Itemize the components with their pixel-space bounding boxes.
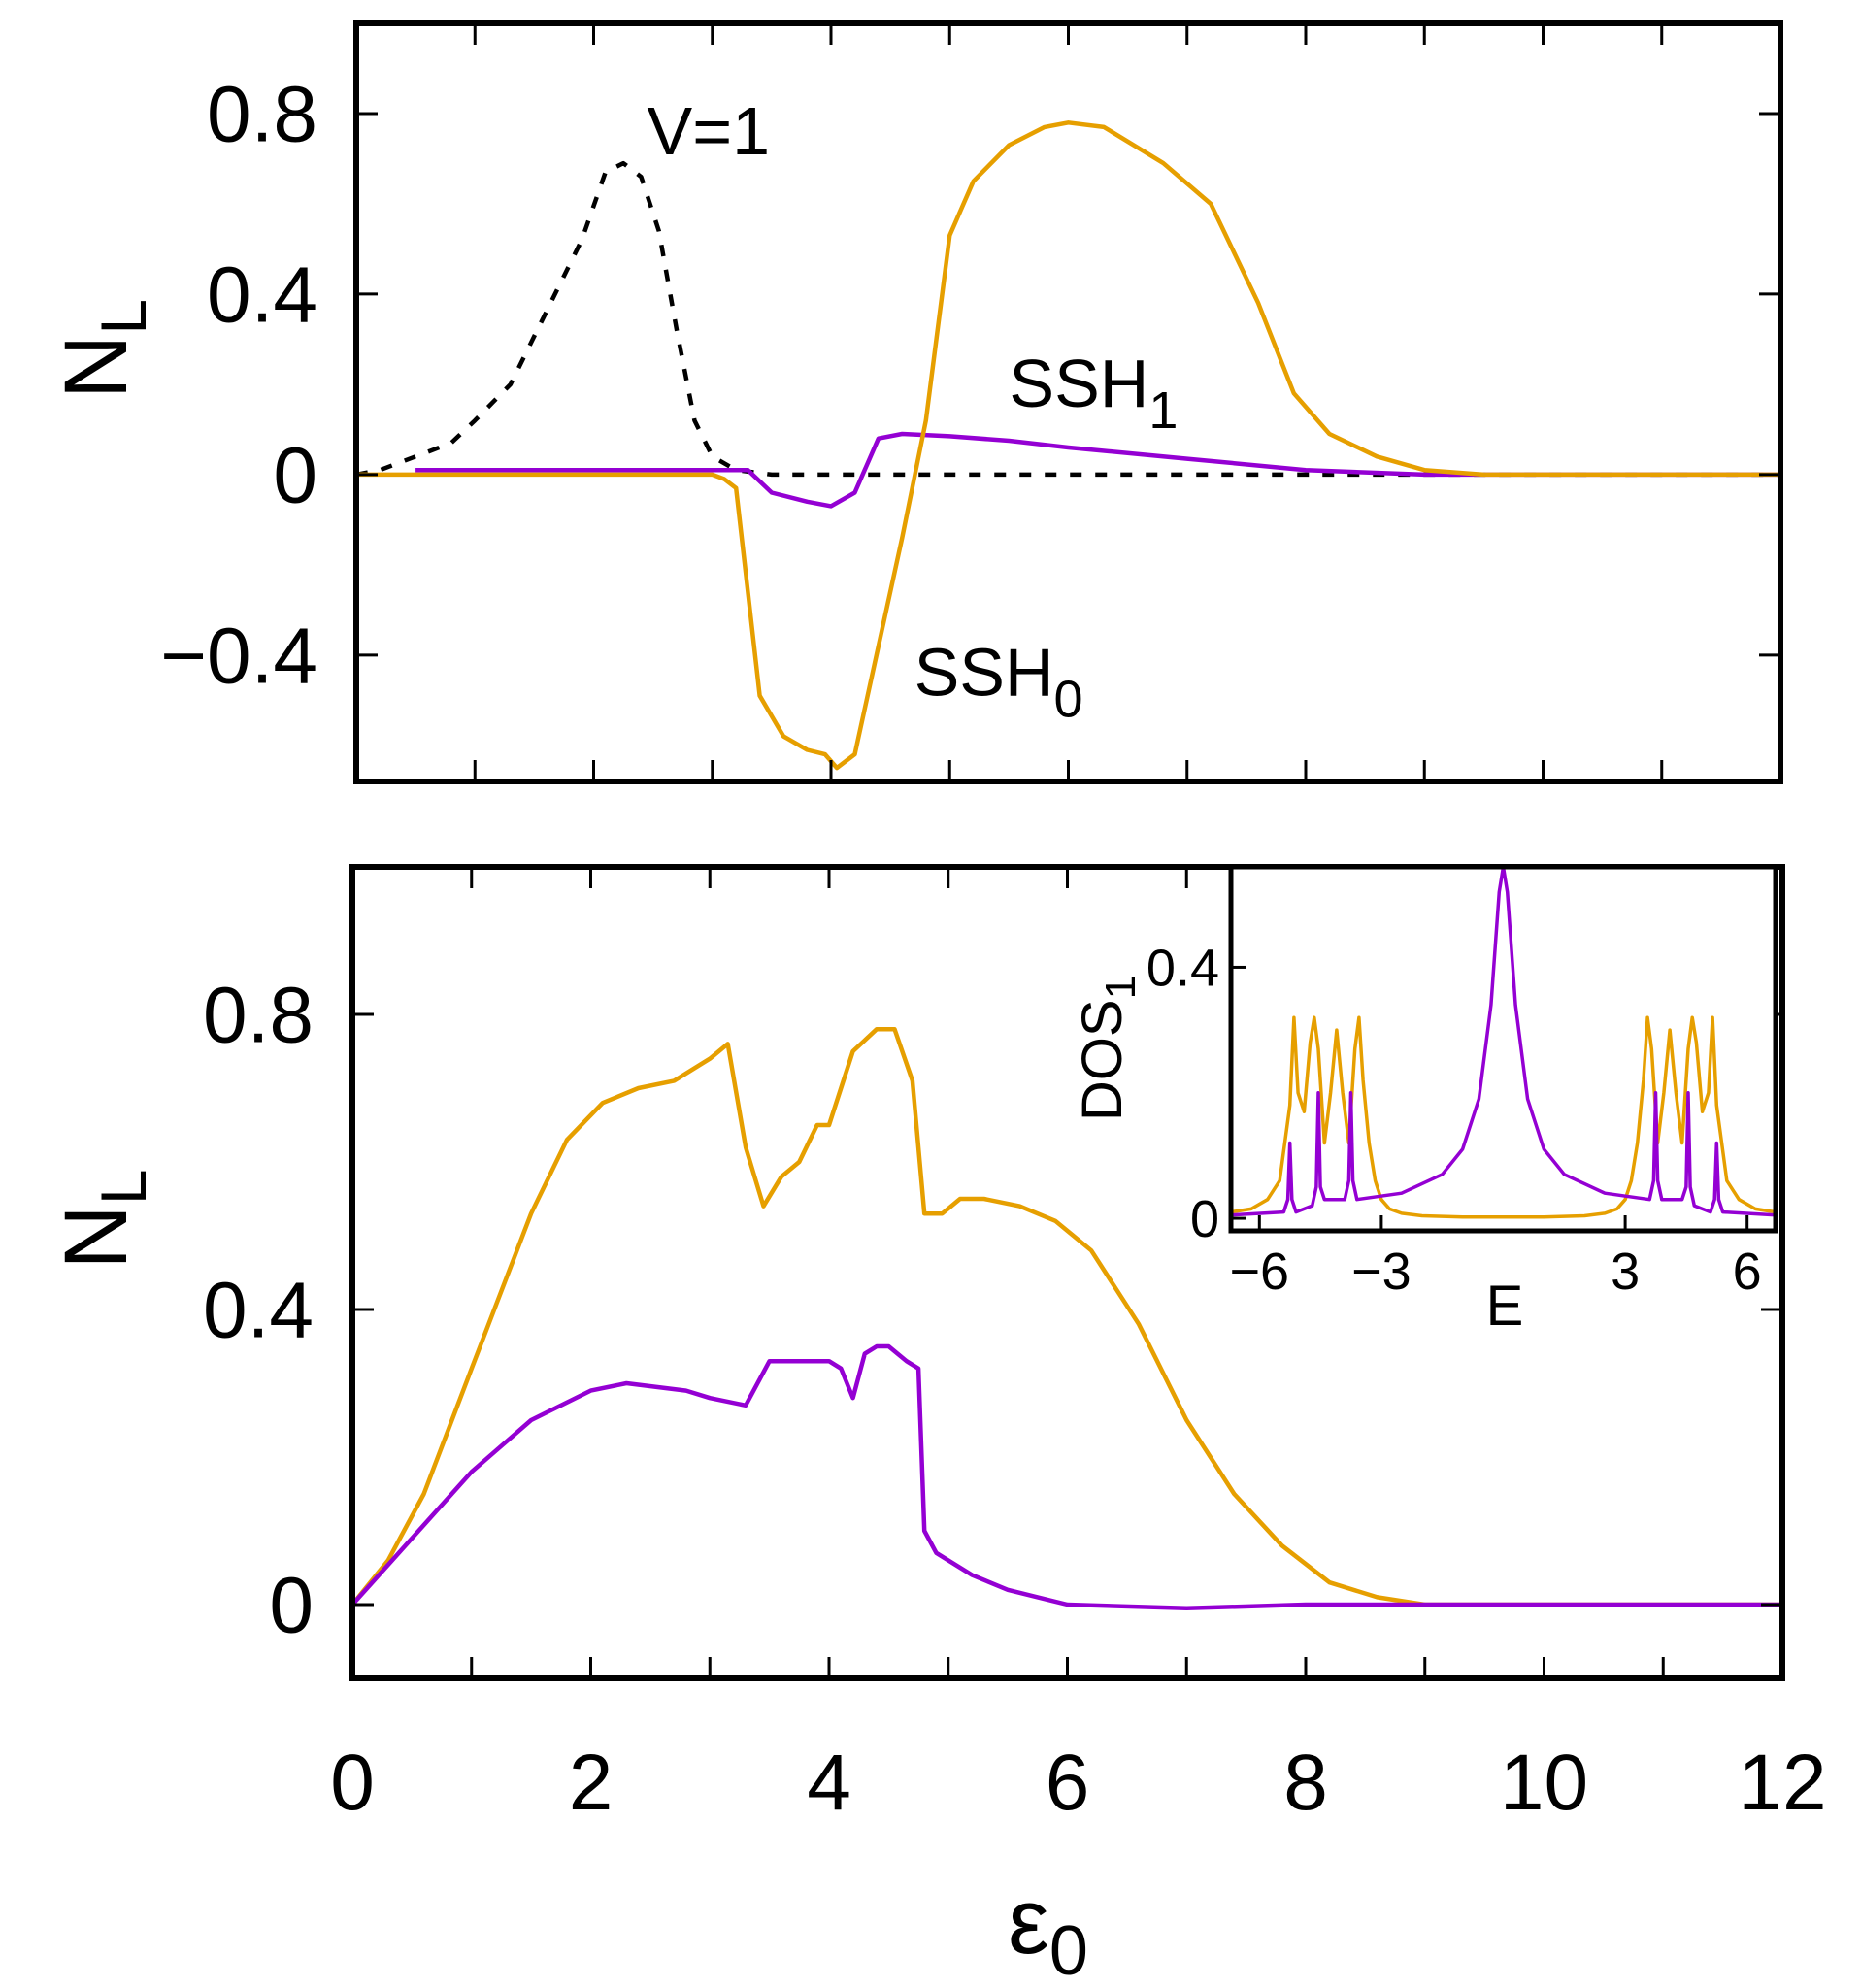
inset-xtick-label: 3	[1611, 1242, 1640, 1301]
top-ytick-label: 0.4	[207, 251, 317, 340]
bottom-ytick-label: 0.8	[203, 972, 314, 1060]
inset-ytick-label: 0	[1190, 1190, 1219, 1248]
inset-xlabel: E	[1486, 1275, 1524, 1338]
inset-xtick-label: 6	[1733, 1242, 1762, 1301]
bottom-ytick-label: 0.4	[203, 1267, 314, 1355]
bottom-series-orange	[352, 1026, 1782, 1607]
bottom-ylabel: NL	[47, 1169, 159, 1269]
inset-panel: 0 0.4 −6 −3 3 6 DOS1 E	[1071, 864, 1778, 1338]
top-ylabel-main: N	[47, 335, 146, 399]
top-ytick-label: −0.4	[160, 613, 317, 701]
top-series-ssh-1	[415, 431, 1780, 509]
top-annotation: V=1	[648, 93, 771, 169]
inset-series-group	[1231, 867, 1776, 1219]
bottom-xtick-label: 6	[1046, 1739, 1090, 1827]
top-annotation: SSH1	[1009, 346, 1178, 440]
bottom-series-group	[352, 1026, 1782, 1611]
inset-xtick-label: −3	[1351, 1242, 1412, 1301]
top-ylabel: NL	[47, 299, 159, 399]
top-series-ssh-0	[356, 120, 1780, 771]
annotation-text: SSH	[1009, 346, 1148, 421]
bottom-ylabel-sub: L	[87, 1169, 159, 1205]
inset-series-purple	[1231, 867, 1776, 1217]
top-series-v-1	[356, 160, 1780, 478]
bottom-series-purple	[352, 1343, 1782, 1611]
bottom-xtick-label: 2	[569, 1739, 614, 1827]
bottom-xtick-label: 4	[807, 1739, 851, 1827]
inset-ylabel-sub: 1	[1097, 976, 1145, 999]
bottom-xtick-label: 0	[330, 1739, 375, 1827]
inset-background	[1231, 867, 1776, 1231]
top-annotation: SSH0	[914, 635, 1083, 729]
inset-series-orange	[1231, 1015, 1776, 1219]
top-ytick-label: 0.8	[207, 71, 317, 159]
annotation-sub: 1	[1148, 381, 1178, 440]
annotation-text: SSH	[914, 635, 1054, 711]
bottom-ylabel-main: N	[47, 1205, 146, 1269]
top-ytick-label: 0	[273, 432, 317, 520]
bottom-ytick-label: 0	[269, 1562, 314, 1650]
inset-xlabel-main: E	[1486, 1275, 1524, 1338]
annotation-text: V=1	[648, 93, 771, 169]
inset-ylabel-main: DOS	[1071, 999, 1134, 1121]
bottom-xlabel-main: ε	[1008, 1870, 1049, 1973]
bottom-xtick-label: 12	[1738, 1739, 1826, 1827]
inset-ylabel: DOS1	[1071, 976, 1145, 1121]
inset-frame	[1228, 864, 1778, 1234]
bottom-xlabel-sub: 0	[1049, 1912, 1088, 1988]
bottom-xlabel: ε0	[1008, 1870, 1088, 1988]
top-series-group	[356, 120, 1780, 771]
inset-xtick-label: −6	[1230, 1242, 1290, 1301]
bottom-xtick-label: 8	[1283, 1739, 1328, 1827]
bottom-xtick-label: 10	[1500, 1739, 1588, 1827]
inset-ytick-label: 0.4	[1147, 939, 1219, 997]
top-ylabel-sub: L	[87, 299, 159, 335]
annotation-sub: 0	[1054, 671, 1083, 729]
